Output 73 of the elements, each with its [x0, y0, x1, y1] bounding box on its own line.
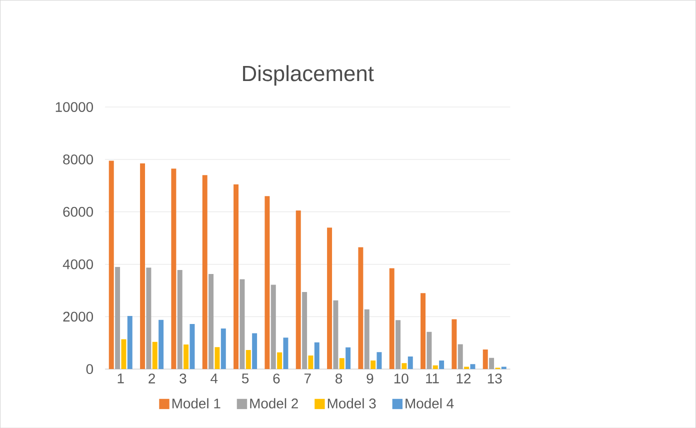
bar: [277, 352, 282, 369]
x-tick-label: 10: [394, 373, 408, 384]
x-tick-label: 9: [366, 373, 374, 384]
bar: [108, 160, 114, 369]
bar: [220, 328, 226, 369]
y-tick-label: 6000: [63, 206, 94, 217]
bar: [432, 365, 438, 369]
bar: [402, 362, 407, 369]
x-tick-label: 12: [456, 373, 471, 384]
bar: [184, 344, 189, 369]
bar: [314, 342, 320, 369]
bar: [152, 342, 158, 369]
bar: [264, 196, 270, 369]
x-tick-label: 8: [336, 373, 342, 384]
bar: [426, 332, 432, 369]
bar: [370, 360, 376, 369]
bar: [127, 316, 132, 369]
x-tick-label: 5: [242, 374, 249, 384]
x-tick-label: 2: [148, 373, 155, 384]
bar: [140, 163, 146, 369]
bar: [376, 352, 382, 369]
bar: [296, 210, 301, 369]
bar: [208, 274, 214, 369]
bar: [396, 320, 401, 369]
bar: [190, 324, 195, 369]
y-tick-label: 10000: [56, 102, 94, 112]
bar: [364, 309, 370, 369]
bar: [408, 356, 413, 369]
y-tick-label: 4000: [62, 259, 94, 270]
bar: [452, 319, 457, 369]
bar: [439, 360, 444, 369]
bar: [246, 350, 251, 369]
bar: [115, 266, 120, 369]
y-tick-label: 8000: [63, 154, 94, 164]
bar: [121, 339, 126, 369]
bar: [482, 349, 488, 369]
bar: [333, 300, 338, 369]
bar: [489, 358, 494, 369]
bar: [420, 292, 426, 369]
legend-label: Model 2: [250, 398, 298, 408]
y-tick-label: 0: [86, 364, 94, 374]
x-tick-label: 7: [304, 374, 311, 384]
bar: [234, 184, 239, 369]
bar: [270, 284, 276, 369]
bar: [146, 268, 152, 369]
bar: [302, 292, 308, 369]
chart-title: Displacement: [243, 65, 374, 86]
bar: [339, 358, 344, 369]
legend-label: Model 1: [172, 398, 220, 408]
x-tick-label: 11: [426, 374, 439, 384]
bar: [458, 344, 463, 369]
bar: [202, 175, 208, 369]
bar: [346, 347, 351, 369]
x-tick-label: 1: [118, 374, 124, 384]
bar: [283, 338, 288, 369]
bar: [252, 333, 258, 369]
x-tick-label: 3: [180, 373, 186, 384]
bar: [240, 279, 245, 369]
legend-label: Model 3: [328, 398, 376, 408]
y-tick-label: 2000: [63, 312, 94, 322]
bar: [158, 320, 164, 369]
legend-label: Model 4: [406, 398, 454, 408]
x-tick-label: 6: [273, 373, 280, 384]
x-tick-label: 4: [210, 374, 218, 384]
bar: [327, 227, 332, 369]
bar: [470, 364, 476, 369]
bar: [389, 268, 394, 369]
bar: [171, 168, 176, 369]
bar: [358, 247, 364, 369]
bar: [308, 355, 314, 369]
bar: [214, 346, 220, 369]
x-tick-label: 13: [488, 373, 502, 384]
bar: [177, 270, 182, 369]
